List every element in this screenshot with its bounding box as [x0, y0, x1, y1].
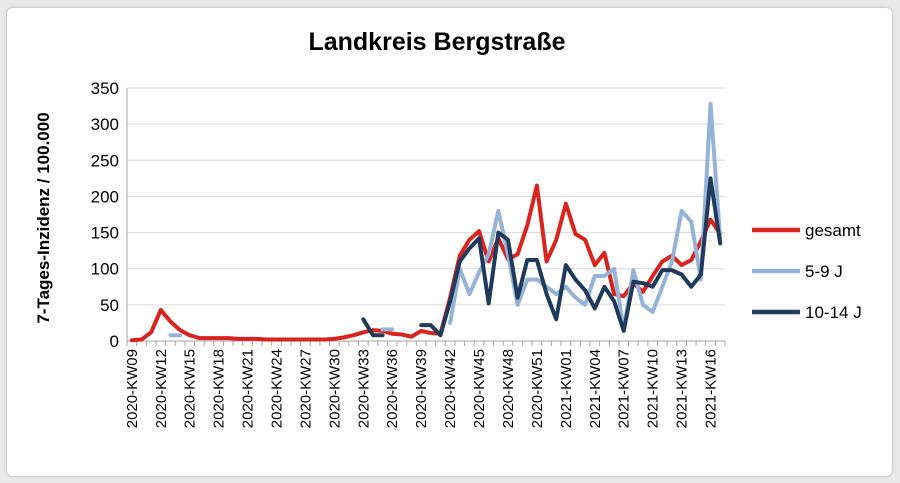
y-tick-label: 300 [91, 115, 119, 134]
x-tick-label: 2021-KW01 [558, 349, 575, 428]
y-tick-label: 350 [91, 79, 119, 98]
x-tick-label: 2020-KW36 [384, 349, 401, 428]
x-tick-label: 2021-KW04 [587, 349, 604, 428]
line-chart: Landkreis Bergstraße 7-Tages-Inzidenz / … [34, 28, 862, 428]
y-tick-label: 0 [110, 332, 119, 351]
y-axis-label: 7-Tages-Inzidenz / 100.000 [34, 112, 53, 323]
x-tick-label: 2020-KW15 [182, 349, 199, 428]
x-tick-label: 2021-KW07 [616, 349, 633, 428]
x-tick-label: 2020-KW21 [240, 349, 257, 428]
x-tick-label: 2021-KW16 [703, 349, 720, 428]
x-tick-label: 2020-KW39 [413, 349, 430, 428]
x-tick-label: 2021-KW13 [674, 349, 691, 428]
y-axis-ticks: 0 50 100 150 200 250 300 350 [91, 79, 119, 351]
chart-card: Landkreis Bergstraße 7-Tages-Inzidenz / … [7, 8, 892, 476]
x-tick-label: 2020-KW27 [297, 349, 314, 428]
x-tick-label: 2020-KW48 [500, 349, 517, 428]
x-tick-label: 2020-KW18 [211, 349, 228, 428]
x-tick-label: 2021-KW10 [645, 349, 662, 428]
y-tick-label: 250 [91, 151, 119, 170]
x-tick-label: 2020-KW45 [471, 349, 488, 428]
x-tick-label: 2020-KW30 [326, 349, 343, 428]
series-line [129, 183, 723, 343]
y-tick-label: 100 [91, 260, 119, 279]
x-tick-label: 2020-KW51 [529, 349, 546, 428]
legend-label: 10-14 J [805, 303, 862, 322]
y-tick-label: 50 [100, 296, 119, 315]
y-tick-label: 150 [91, 224, 119, 243]
x-tick-label: 2020-KW33 [355, 349, 372, 428]
x-tick-label: 2020-KW09 [124, 349, 141, 428]
x-tick-label: 2020-KW42 [442, 349, 459, 428]
gridlines [126, 87, 725, 342]
y-tick-label: 200 [91, 187, 119, 206]
series-lines [129, 101, 723, 343]
legend: gesamt 5-9 J 10-14 J [752, 221, 862, 322]
x-tick-label: 2020-KW12 [153, 349, 170, 428]
series-5-9-J [168, 101, 723, 338]
legend-label: gesamt [805, 221, 861, 240]
legend-label: 5-9 J [805, 262, 843, 281]
series-10-14-J [361, 176, 723, 338]
x-tick-label: 2020-KW24 [269, 349, 286, 428]
series-line [419, 176, 723, 338]
x-axis-ticks: 2020-KW09 2020-KW12 2020-KW15 2020-KW18 2020… [124, 341, 726, 428]
series-gesamt [129, 183, 723, 343]
chart-title: Landkreis Bergstraße [308, 28, 565, 56]
